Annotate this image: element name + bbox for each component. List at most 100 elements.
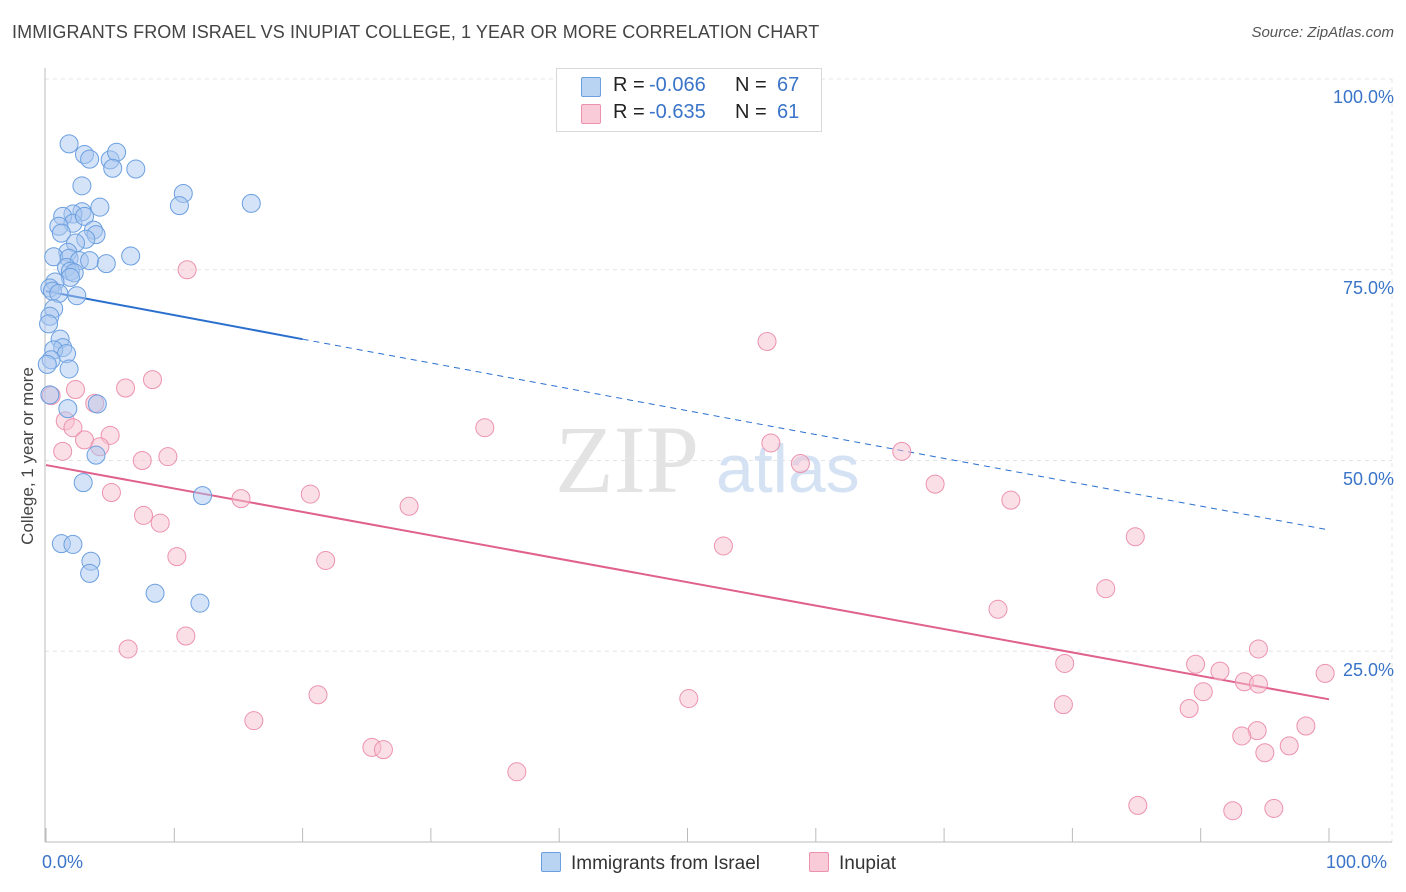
point-israel — [59, 359, 79, 379]
point-inupiat — [1255, 743, 1275, 763]
point-inupiat — [132, 451, 152, 470]
y-tick-label-50: 50.0% — [1342, 469, 1394, 489]
point-israel — [58, 399, 78, 419]
x-tick-label-100: 100.0% — [1326, 852, 1388, 872]
n-value: 67 — [777, 74, 800, 96]
point-inupiat — [244, 711, 264, 731]
point-inupiat — [1053, 695, 1073, 715]
point-israel — [67, 286, 87, 306]
trend-lines — [45, 290, 1330, 701]
point-israel — [190, 593, 210, 613]
point-inupiat — [1179, 698, 1199, 718]
point-inupiat — [1186, 654, 1206, 674]
gridlines — [45, 78, 1393, 842]
y-tick-label-100: 100.0% — [1332, 87, 1394, 107]
point-inupiat — [158, 447, 178, 467]
point-inupiat — [1001, 490, 1021, 510]
point-israel — [169, 196, 189, 216]
point-israel — [74, 206, 94, 226]
point-inupiat — [308, 685, 328, 705]
point-israel — [121, 246, 141, 266]
point-inupiat — [713, 536, 733, 556]
watermark-zip: ZIP — [555, 406, 699, 513]
point-israel — [103, 158, 123, 178]
point-inupiat — [757, 331, 777, 351]
point-inupiat — [176, 626, 196, 646]
point-israel — [107, 142, 127, 162]
r-value: -0.066 — [649, 74, 706, 96]
point-inupiat — [1264, 798, 1284, 818]
point-inupiat — [925, 474, 945, 494]
point-inupiat — [150, 513, 170, 533]
point-israel — [87, 394, 107, 414]
point-israel — [86, 445, 106, 465]
r-label: R = — [613, 74, 645, 96]
watermark: ZIP atlas — [555, 406, 860, 513]
point-inupiat — [1248, 674, 1268, 694]
legend-item-israel[interactable]: Immigrants from Israel — [541, 852, 760, 875]
point-inupiat — [1055, 653, 1075, 673]
point-israel — [80, 149, 100, 169]
series-inupiat-points — [41, 260, 1335, 821]
point-israel — [96, 254, 116, 274]
point-inupiat — [177, 260, 197, 280]
inupiat-legend-label: Inupiat — [839, 853, 897, 874]
chart-title: IMMIGRANTS FROM ISRAEL VS INUPIAT COLLEG… — [12, 22, 820, 42]
point-israel — [40, 385, 60, 405]
inupiat-legend-swatch — [809, 852, 829, 872]
point-inupiat — [679, 689, 699, 709]
n-label: N = — [735, 74, 767, 96]
point-inupiat — [53, 441, 73, 461]
point-inupiat — [231, 489, 251, 509]
point-inupiat — [1125, 527, 1145, 547]
point-israel — [126, 159, 146, 179]
point-inupiat — [63, 418, 83, 438]
point-inupiat — [1248, 639, 1268, 659]
point-israel — [51, 223, 71, 243]
point-inupiat — [1210, 661, 1230, 681]
point-inupiat — [134, 505, 154, 525]
n-value: 61 — [777, 101, 800, 123]
trend-line-israel-extension — [302, 338, 1330, 531]
point-israel — [73, 473, 93, 493]
point-inupiat — [1315, 663, 1335, 683]
point-israel — [59, 134, 79, 154]
point-israel — [80, 251, 100, 271]
point-israel — [37, 354, 57, 374]
point-inupiat — [1279, 736, 1299, 756]
point-inupiat — [475, 418, 495, 438]
x-tick-label-0: 0.0% — [42, 852, 84, 872]
point-israel — [145, 583, 165, 603]
source-credit: Source: ZipAtlas.com — [1251, 24, 1394, 41]
point-israel — [63, 534, 83, 554]
point-israel — [72, 176, 92, 196]
point-israel — [39, 314, 59, 334]
point-israel — [241, 193, 261, 213]
point-israel — [90, 197, 110, 217]
point-israel — [80, 563, 100, 583]
point-inupiat — [988, 599, 1008, 619]
israel-legend-swatch — [541, 852, 561, 872]
point-inupiat — [892, 441, 912, 461]
point-inupiat — [142, 370, 162, 390]
point-inupiat — [399, 496, 419, 516]
point-inupiat — [507, 762, 527, 782]
watermark-atlas: atlas — [716, 431, 860, 507]
israel-legend-label: Immigrants from Israel — [571, 853, 760, 874]
point-inupiat — [761, 433, 781, 453]
axes — [44, 68, 1392, 843]
trend-line-israel — [45, 290, 303, 341]
legend-item-inupiat[interactable]: Inupiat — [809, 852, 896, 875]
point-inupiat — [116, 378, 136, 398]
point-inupiat — [101, 483, 121, 503]
point-inupiat — [300, 484, 320, 504]
point-inupiat — [1193, 682, 1213, 702]
y-tick-label-75: 75.0% — [1342, 278, 1394, 298]
point-inupiat — [167, 547, 187, 567]
point-inupiat — [66, 380, 86, 400]
y-tick-label-25: 25.0% — [1342, 660, 1394, 680]
inupiat-swatch — [581, 104, 601, 124]
point-inupiat — [118, 639, 138, 659]
point-inupiat — [1232, 726, 1252, 746]
